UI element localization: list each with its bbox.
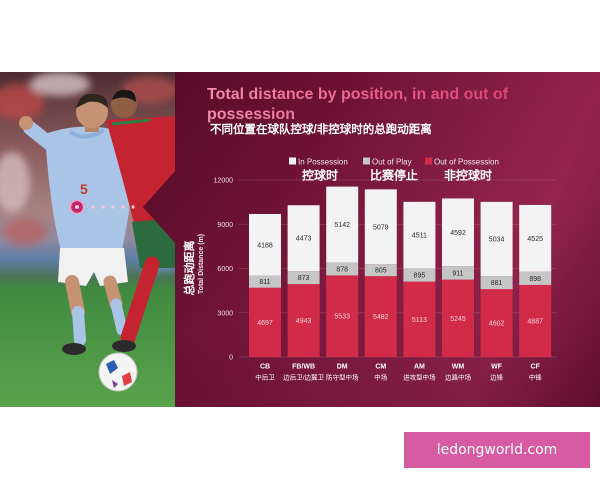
watermark: ledongworld.com bbox=[404, 432, 590, 468]
pointer-dots-icon bbox=[69, 199, 135, 215]
jersey-number: 5 bbox=[80, 181, 88, 197]
chart-subtitle: 不同位置在球队控球/非控球时的总跑动距离 bbox=[210, 124, 432, 136]
player-light-blue-jersey: 5 bbox=[19, 93, 147, 355]
match-photo-art: 5 bbox=[0, 72, 176, 407]
match-photo: 5 bbox=[0, 72, 176, 407]
chart-title: Total distance by position, in and out o… bbox=[207, 85, 527, 125]
ball bbox=[98, 352, 138, 392]
